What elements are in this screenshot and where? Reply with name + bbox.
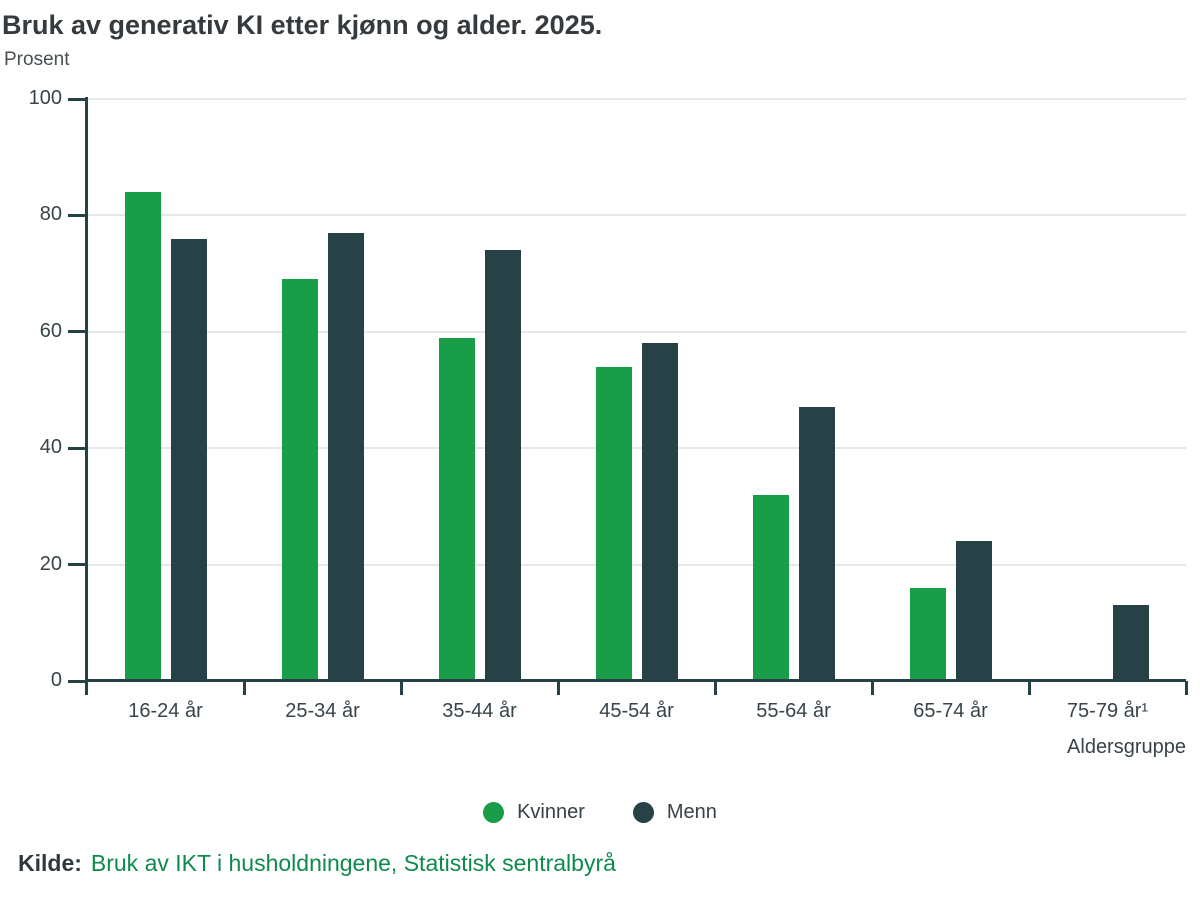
y-axis-label: 80	[39, 203, 62, 226]
x-axis-label: 45-54 år	[599, 700, 674, 722]
gridline	[88, 98, 1186, 100]
legend-item-menn[interactable]: Menn	[632, 801, 717, 824]
gridline	[88, 447, 1186, 450]
x-axis-tick	[713, 681, 717, 695]
y-axis-unit-label: Prosent	[4, 49, 70, 70]
chart-legend: Kvinner Menn	[0, 801, 1200, 824]
x-axis-label: 55-64 år	[756, 700, 831, 722]
x-axis-tick	[399, 681, 403, 695]
y-axis-tick	[68, 330, 87, 334]
menn-series-dot-icon	[632, 802, 654, 823]
x-axis-tick	[1184, 681, 1188, 695]
x-axis-tick	[556, 681, 560, 695]
bar-kvinner-55-64år[interactable]	[752, 494, 789, 681]
bar-kvinner-16-24år[interactable]	[124, 192, 161, 681]
x-axis-title: Aldersgruppe	[1067, 736, 1186, 758]
gridline	[88, 563, 1186, 566]
bar-menn-75-79år¹[interactable]	[1112, 605, 1149, 681]
gridline	[88, 330, 1186, 333]
x-axis-label: 35-44 år	[442, 700, 517, 722]
bar-menn-35-44år[interactable]	[484, 250, 521, 681]
y-axis-tick	[68, 679, 87, 683]
x-axis-tick	[870, 681, 874, 695]
y-axis-label: 0	[50, 669, 62, 691]
x-axis-label: 25-34 år	[285, 700, 360, 722]
gridline	[88, 214, 1186, 217]
y-axis-label: 40	[39, 436, 62, 459]
y-axis-label: 100	[28, 87, 62, 109]
legend-label-menn: Menn	[666, 801, 717, 823]
bar-menn-65-74år[interactable]	[955, 541, 992, 681]
y-axis-tick	[68, 213, 87, 217]
bar-kvinner-45-54år[interactable]	[595, 366, 632, 681]
bar-menn-16-24år[interactable]	[170, 238, 207, 681]
y-axis-tick	[68, 563, 87, 567]
bar-menn-55-64år[interactable]	[798, 407, 835, 681]
x-axis-label: 16-24 år	[128, 700, 203, 722]
source-label: Kilde:	[18, 850, 82, 876]
bar-kvinner-65-74år[interactable]	[909, 587, 946, 681]
legend-label-kvinner: Kvinner	[517, 801, 585, 823]
bar-menn-45-54år[interactable]	[641, 343, 678, 681]
bar-menn-25-34år[interactable]	[327, 232, 364, 681]
source-link[interactable]: Bruk av IKT i husholdningene, Statistisk…	[90, 850, 616, 876]
x-axis-label: 65-74 år	[913, 700, 988, 722]
bar-kvinner-35-44år[interactable]	[438, 337, 475, 681]
x-axis-tick	[1027, 681, 1031, 695]
y-axis-label: 60	[39, 319, 62, 342]
bar-kvinner-25-34år[interactable]	[281, 279, 318, 681]
x-axis-tick	[242, 681, 246, 695]
y-axis-tick	[68, 446, 87, 450]
y-axis-line	[85, 97, 88, 695]
x-axis-label: 75-79 år¹	[1066, 700, 1149, 722]
source-line: Kilde: Bruk av IKT i husholdningene, Stat…	[18, 850, 616, 877]
legend-item-kvinner[interactable]: Kvinner	[483, 801, 585, 824]
y-axis-label: 20	[39, 552, 62, 575]
chart-title: Bruk av generativ KI etter kjønn og alde…	[2, 10, 603, 40]
x-axis-line	[85, 679, 1186, 682]
y-axis-tick	[68, 97, 87, 101]
kvinner-series-dot-icon	[483, 802, 505, 823]
